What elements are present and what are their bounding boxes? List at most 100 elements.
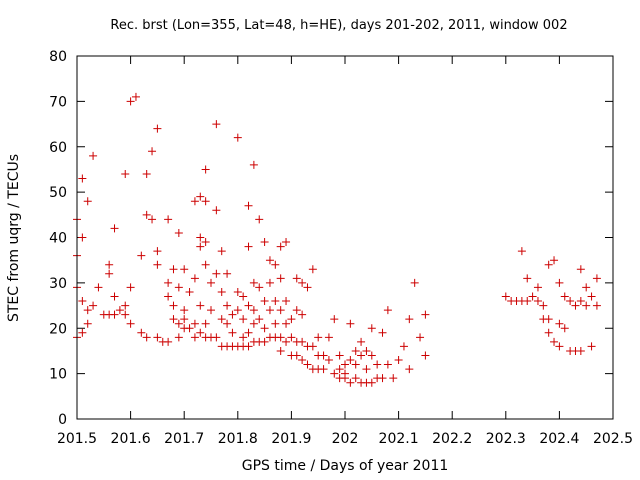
- data-point: [83, 319, 92, 328]
- data-point: [351, 346, 360, 355]
- y-tick-label: 50: [49, 185, 67, 201]
- data-point: [174, 319, 183, 328]
- data-point: [233, 306, 242, 315]
- data-point: [330, 315, 339, 324]
- data-point: [351, 360, 360, 369]
- data-point: [196, 301, 205, 310]
- data-point: [169, 265, 178, 274]
- x-tick-label: 202.4: [539, 431, 579, 447]
- data-point: [180, 265, 189, 274]
- y-tick-label: 20: [49, 321, 67, 337]
- data-point: [308, 342, 317, 351]
- data-point: [319, 365, 328, 374]
- data-point: [164, 278, 173, 287]
- data-point: [89, 301, 98, 310]
- data-point: [533, 283, 542, 292]
- data-point: [287, 333, 296, 342]
- data-point: [260, 324, 269, 333]
- data-point: [131, 92, 140, 101]
- data-point: [217, 247, 226, 256]
- data-point: [110, 224, 119, 233]
- data-point: [501, 292, 510, 301]
- y-tick-label: 60: [49, 140, 67, 156]
- data-point: [233, 287, 242, 296]
- data-point: [78, 297, 87, 306]
- data-point: [190, 319, 199, 328]
- data-point: [394, 356, 403, 365]
- y-tick-label: 30: [49, 276, 67, 292]
- data-point: [190, 274, 199, 283]
- data-point: [148, 215, 157, 224]
- data-point: [78, 174, 87, 183]
- data-point: [255, 283, 264, 292]
- data-point: [330, 369, 339, 378]
- data-point: [292, 274, 301, 283]
- data-point: [223, 269, 232, 278]
- data-point: [233, 133, 242, 142]
- data-point: [185, 324, 194, 333]
- y-tick-label: 80: [49, 49, 67, 65]
- data-point: [346, 378, 355, 387]
- data-point: [367, 324, 376, 333]
- data-point: [383, 360, 392, 369]
- x-tick-label: 201.8: [218, 431, 258, 447]
- data-point: [282, 337, 291, 346]
- x-axis-ticks: 201.5 201.6 201.7 201.8 201.9 202 202.1 202.2 20…: [57, 56, 633, 447]
- data-point: [217, 287, 226, 296]
- data-point: [582, 301, 591, 310]
- data-point: [110, 292, 119, 301]
- x-tick-label: 202.2: [432, 431, 472, 447]
- data-point: [185, 287, 194, 296]
- data-point: [201, 197, 210, 206]
- data-point: [207, 306, 215, 315]
- data-point: [271, 260, 280, 269]
- data-point: [105, 260, 114, 269]
- data-point: [346, 356, 355, 365]
- data-point: [137, 328, 146, 337]
- data-point: [319, 351, 328, 360]
- data-point: [244, 328, 253, 337]
- data-point: [346, 319, 355, 328]
- data-point: [378, 374, 387, 383]
- data-point: [126, 283, 135, 292]
- data-point: [196, 192, 205, 201]
- data-point: [282, 319, 291, 328]
- data-point: [153, 333, 162, 342]
- data-point: [169, 315, 178, 324]
- data-point: [121, 169, 130, 178]
- data-point: [555, 342, 564, 351]
- data-point: [164, 337, 173, 346]
- data-point: [582, 283, 591, 292]
- data-point: [341, 360, 349, 369]
- data-point: [249, 160, 258, 169]
- data-point: [298, 356, 307, 365]
- data-point: [212, 333, 221, 342]
- data-point: [249, 319, 258, 328]
- data-point: [560, 292, 569, 301]
- data-point: [142, 333, 151, 342]
- y-tick-label: 70: [49, 94, 67, 110]
- x-tick-label: 201.5: [57, 431, 97, 447]
- data-point: [239, 333, 248, 342]
- data-point: [405, 315, 414, 324]
- data-point: [410, 278, 419, 287]
- data-point: [276, 274, 285, 283]
- data-point: [126, 319, 135, 328]
- plot-frame: [76, 55, 614, 420]
- data-point: [303, 360, 312, 369]
- data-point: [228, 310, 237, 319]
- x-axis-label: GPS time / Days of year 2011: [242, 458, 449, 474]
- data-point: [592, 274, 601, 283]
- data-point: [196, 242, 205, 251]
- data-point: [180, 315, 189, 324]
- data-point: [576, 346, 585, 355]
- y-axis-ticks: 0 10 20 30 40 50 60 70 80: [49, 49, 613, 428]
- data-point: [249, 306, 258, 315]
- data-point: [244, 201, 253, 210]
- data-point: [367, 351, 376, 360]
- data-point: [282, 297, 291, 306]
- data-point: [164, 292, 173, 301]
- data-point: [228, 328, 237, 337]
- data-point: [555, 319, 564, 328]
